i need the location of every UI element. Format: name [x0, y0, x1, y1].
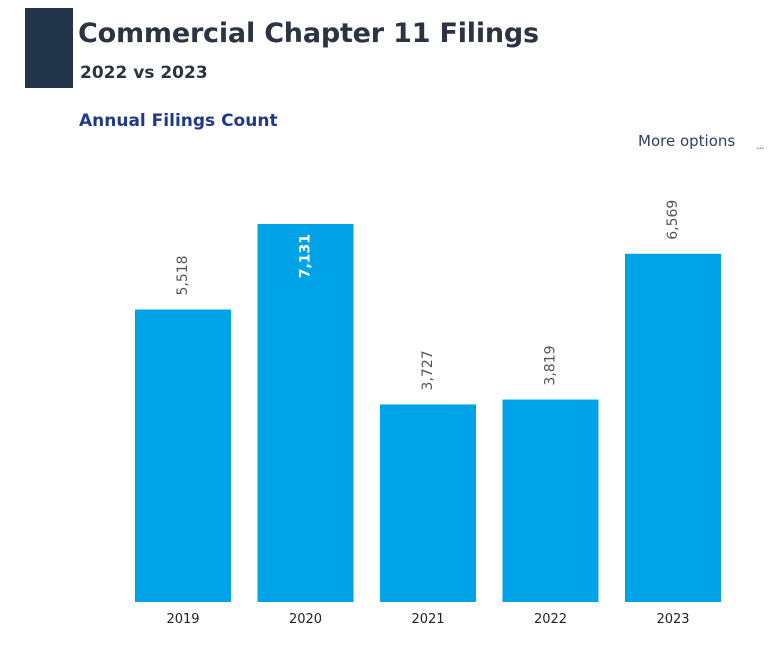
data-label-2021: 3,727 — [420, 350, 436, 390]
x-tick-2019: 2019 — [166, 612, 199, 627]
chart-title: Annual Filings Count — [79, 111, 278, 131]
data-label-2020: 7,131 — [298, 234, 314, 278]
bar-2022[interactable] — [502, 399, 599, 602]
bar-2019[interactable] — [135, 309, 231, 602]
x-tick-2022: 2022 — [534, 612, 567, 627]
x-tick-2020: 2020 — [289, 612, 322, 627]
bars-layer — [135, 224, 721, 602]
data-label-2019: 5,518 — [175, 255, 191, 295]
x-tick-2023: 2023 — [656, 612, 689, 627]
bar-2020[interactable] — [257, 224, 354, 602]
data-label-2023: 6,569 — [665, 200, 681, 240]
title-accent-bar — [25, 8, 73, 88]
x-axis-ticks: 2019 2020 2021 2022 2023 — [166, 612, 689, 627]
data-label-2022: 3,819 — [543, 345, 559, 385]
page-title: Commercial Chapter 11 Filings — [78, 18, 539, 49]
more-options-tooltip: More options — [638, 132, 736, 150]
page-subtitle: 2022 vs 2023 — [80, 63, 208, 83]
bar-2023[interactable] — [625, 253, 721, 602]
data-labels-layer: 5,518 7,131 3,727 3,819 6,569 — [175, 200, 681, 391]
bar-2021[interactable] — [380, 404, 476, 602]
more-options-icon[interactable]: ··· — [756, 142, 764, 155]
x-tick-2021: 2021 — [411, 612, 444, 627]
